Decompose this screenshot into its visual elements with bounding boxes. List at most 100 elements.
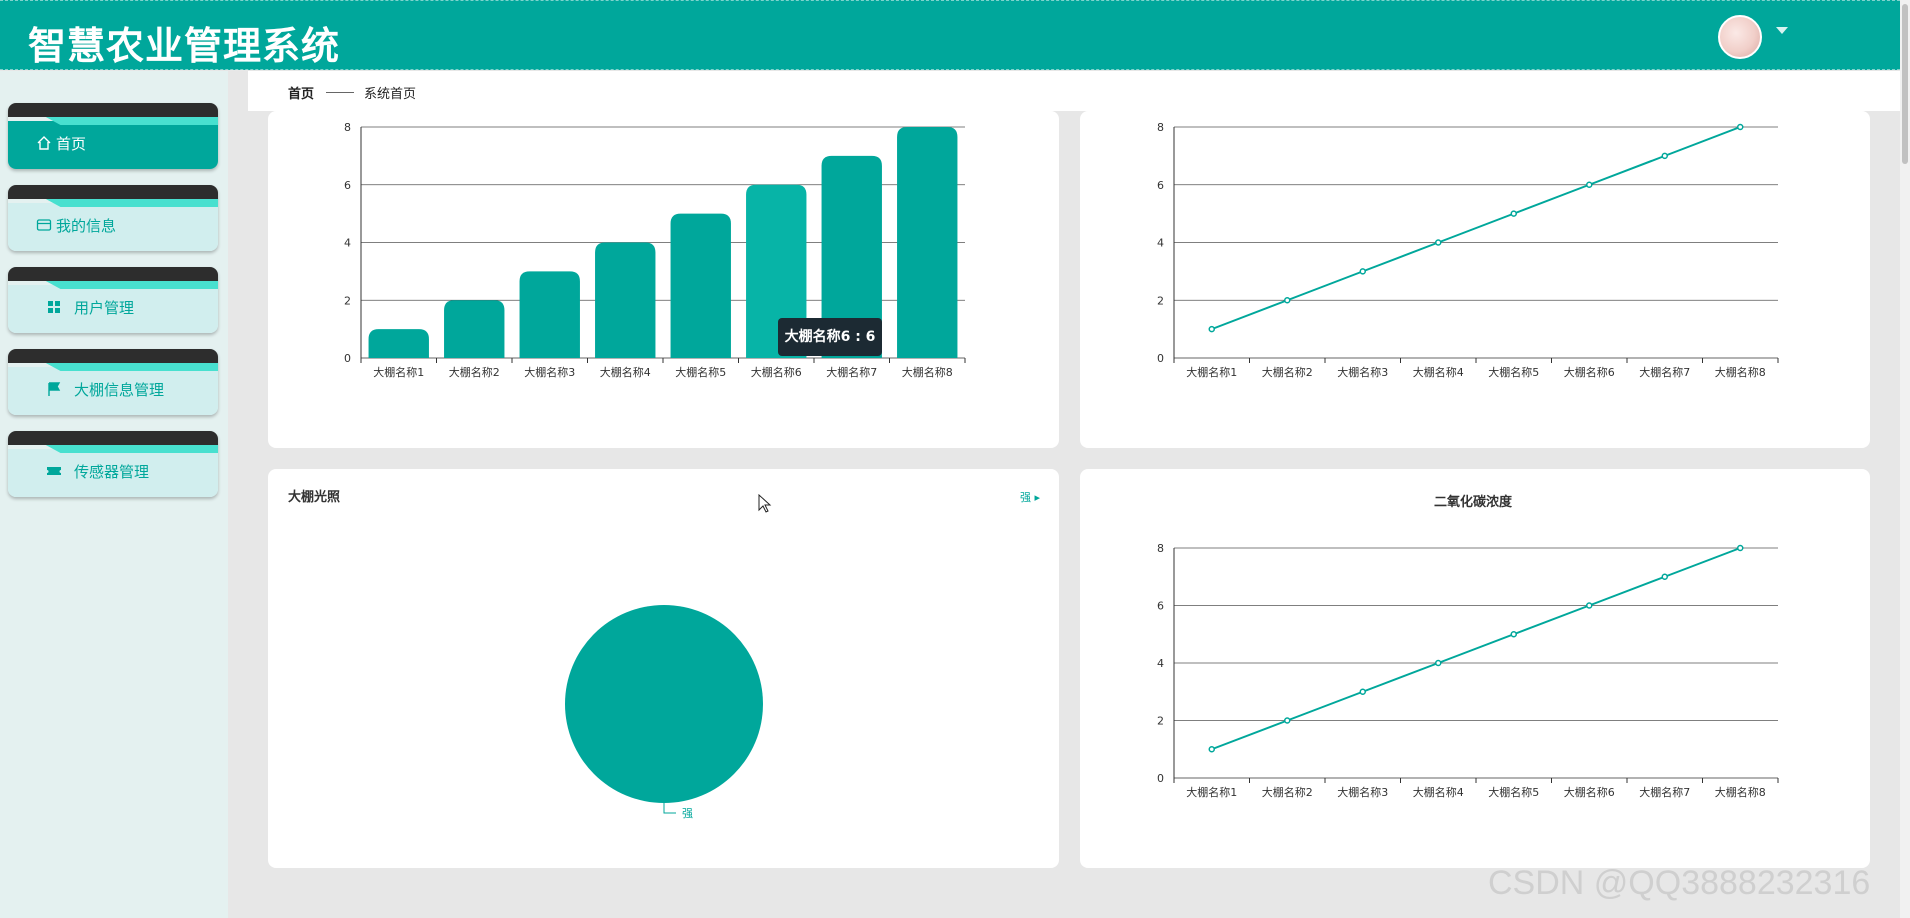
data-point (1737, 544, 1744, 552)
x-tick-label: 大棚名称1 (1186, 785, 1237, 799)
x-tick-label: 大棚名称2 (1262, 785, 1313, 799)
x-tick-label: 大棚名称6 (1564, 785, 1615, 799)
sidebar-item-label: 首页 (56, 135, 87, 153)
data-point (1435, 239, 1442, 246)
breadcrumb-separator (326, 92, 354, 93)
x-tick-label: 大棚名称4 (600, 365, 651, 379)
y-tick-label: 8 (1157, 121, 1164, 134)
data-point (1737, 123, 1744, 131)
data-point (1586, 602, 1593, 609)
x-tick-label: 大棚名称5 (1488, 785, 1539, 799)
bar-chart-panel: 0 2 4 6 8 大棚名称1 大棚名称2 大棚名称3 大棚名称4 大棚名称5 大棚名称6 大棚名称7… (268, 111, 1059, 448)
x-tick-label: 大棚名称7 (1639, 365, 1690, 379)
line-chart-panel: 0 2 4 6 8 大棚名称1 大棚名称2 大棚名称3 大棚名称4 大棚名称5 大棚名称6 大棚名称7… (1080, 111, 1870, 448)
app-title: 智慧农业管理系统 (28, 24, 341, 68)
x-tick-label: 大棚名称7 (826, 365, 877, 379)
sidebar-item-greenhouse-management[interactable]: 大棚信息管理 (8, 349, 218, 415)
bar (444, 300, 505, 358)
x-tick-label: 大棚名称4 (1413, 365, 1464, 379)
y-tick-label: 0 (1157, 352, 1164, 365)
x-tick-label: 大棚名称1 (373, 365, 424, 379)
data-point (1359, 688, 1366, 695)
caret-down-icon[interactable] (1776, 27, 1788, 34)
data-point (1284, 717, 1291, 724)
pie-chart: 强 (565, 605, 763, 820)
pie-chart-panel: 大棚光照 强 (268, 469, 1059, 868)
series-line (1211, 126, 1741, 331)
sidebar-item-sensor-management[interactable]: 传感器管理 (8, 431, 218, 497)
y-tick-label: 2 (1157, 715, 1164, 728)
id-card-icon (36, 219, 52, 231)
bar (821, 155, 882, 358)
y-tick-label: 0 (344, 352, 351, 365)
bar (746, 184, 807, 358)
y-tick-label: 6 (1157, 600, 1164, 613)
watermark: CSDN @QQ3888232316 (1488, 864, 1871, 902)
data-point (1208, 746, 1215, 753)
sidebar-item-user-management[interactable]: 用户管理 (8, 267, 218, 333)
bar (368, 329, 429, 358)
x-tick-label: 大棚名称1 (1186, 365, 1237, 379)
x-tick-label: 大棚名称8 (1715, 365, 1766, 379)
home-icon (37, 136, 51, 150)
x-tick-label: 大棚名称8 (902, 365, 953, 379)
bar (519, 271, 580, 358)
x-tick-label: 大棚名称5 (1488, 365, 1539, 379)
sidebar-item-label: 用户管理 (74, 299, 135, 317)
sidebar: 首页 我的信息 用户管理 大棚信息管理 传感器管理 (0, 71, 228, 918)
line-chart: 0 2 4 6 8 大棚名称1 大棚名称2 大棚名称3 大棚名称4 大棚名称5 大棚名称6 大棚名称7… (1157, 121, 1779, 379)
y-tick-label: 8 (1157, 542, 1164, 555)
mouse-cursor-icon (758, 494, 772, 513)
pie-slice-label: 强 (682, 807, 693, 820)
pie-slice (565, 605, 763, 803)
y-tick-label: 6 (1157, 179, 1164, 192)
y-tick-label: 4 (1157, 237, 1164, 250)
sidebar-item-label: 传感器管理 (74, 463, 150, 481)
data-point (1661, 152, 1668, 160)
x-tick-label: 大棚名称2 (1262, 365, 1313, 379)
co2-line-chart: 0 2 4 6 8 大棚名称1 大棚名称2 大棚名称3 大棚名称4 大棚名称5 大棚名称6 大棚名称7… (1157, 542, 1779, 799)
flag-icon (48, 382, 61, 396)
x-tick-label: 大棚名称6 (751, 365, 802, 379)
data-point (1435, 659, 1442, 667)
panel-title: 大棚光照 (288, 490, 341, 505)
grid-icon (48, 301, 60, 313)
bar (897, 127, 958, 358)
sidebar-item-home[interactable]: 首页 (8, 103, 218, 169)
data-point (1510, 210, 1517, 217)
y-tick-label: 8 (344, 121, 351, 134)
pie-legend-item[interactable]: 强 ▸ (1020, 491, 1041, 504)
scrollbar-thumb[interactable] (1902, 4, 1908, 164)
x-tick-label: 大棚名称3 (1337, 785, 1388, 799)
data-point (1510, 631, 1517, 638)
sidebar-item-my-info[interactable]: 我的信息 (8, 185, 218, 251)
ticket-icon (47, 467, 61, 475)
app-header: 智慧农业管理系统 (0, 0, 1900, 70)
breadcrumb-home-link[interactable]: 首页 (288, 87, 315, 102)
page-scrollbar[interactable] (1900, 0, 1910, 918)
x-tick-label: 大棚名称7 (1639, 785, 1690, 799)
x-tick-label: 大棚名称3 (1337, 365, 1388, 379)
bar (670, 213, 731, 358)
sidebar-item-label: 大棚信息管理 (74, 381, 165, 399)
user-avatar[interactable] (1718, 15, 1762, 59)
data-point (1586, 181, 1593, 188)
x-tick-label: 大棚名称6 (1564, 365, 1615, 379)
bar-chart: 0 2 4 6 8 大棚名称1 大棚名称2 大棚名称3 大棚名称4 大棚名称5 大棚名称6 大棚名称7… (344, 121, 966, 379)
x-tick-label: 大棚名称8 (1715, 785, 1766, 799)
pie-legend-label: 强 (1020, 491, 1031, 504)
panel-title: 二氧化碳浓度 (1434, 495, 1513, 510)
y-tick-label: 2 (1157, 294, 1164, 307)
x-tick-label: 大棚名称2 (449, 365, 500, 379)
pie-label-line (663, 803, 676, 814)
data-point (1208, 325, 1215, 333)
y-tick-label: 4 (344, 237, 351, 250)
data-point (1359, 268, 1366, 275)
data-point (1284, 297, 1291, 304)
y-tick-label: 6 (344, 179, 351, 192)
co2-chart-panel: 二氧化碳浓度 0 2 4 6 8 大棚名称1 大棚名称2 大棚名称3 大棚名称4 大棚名称5 大棚名… (1080, 469, 1870, 868)
y-tick-label: 4 (1157, 657, 1164, 670)
chart-tooltip: 大棚名称6 : 6 (778, 318, 882, 356)
bar (595, 242, 656, 358)
sidebar-item-label: 我的信息 (56, 217, 117, 235)
